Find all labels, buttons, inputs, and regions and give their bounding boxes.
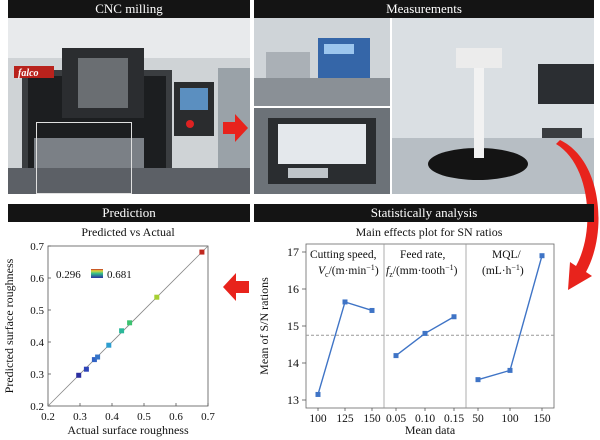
profilometer-photo bbox=[254, 18, 390, 106]
sn-x-tick-label: 150 bbox=[363, 413, 381, 425]
sn-y-tick-label: 15 bbox=[287, 319, 299, 333]
prediction-header: Prediction bbox=[8, 204, 250, 222]
machine-brand-label: falco bbox=[18, 68, 39, 79]
sn-point bbox=[539, 253, 545, 259]
scatter-x-axis-label: Actual surface roughness bbox=[67, 423, 189, 437]
y-tick-label: 0.2 bbox=[30, 401, 44, 413]
factor-cutting-speed-label: Cutting speed, bbox=[310, 249, 377, 261]
sn-x-axis-label: Mean data bbox=[405, 423, 456, 437]
colorbar bbox=[91, 269, 103, 278]
scatter-point bbox=[76, 372, 82, 378]
scatter-point bbox=[106, 342, 112, 348]
colorbar-min-label: 0.296 bbox=[56, 269, 81, 281]
sn-point bbox=[422, 330, 428, 336]
x-tick-label: 0.2 bbox=[41, 411, 55, 423]
scatter-point bbox=[127, 320, 133, 326]
sn-point bbox=[369, 307, 375, 313]
sn-y-tick-label: 16 bbox=[287, 282, 299, 296]
fit-line bbox=[47, 245, 209, 407]
factor-feed-rate-label: Feed rate, bbox=[400, 249, 445, 261]
sn-point bbox=[315, 391, 321, 397]
sn-x-tick-label: 0.05 bbox=[386, 413, 406, 425]
predicted-vs-actual-chart: Predicted vs Actual 0.2 0.3 0.4 0.5 0.6 0.7 0.… bbox=[2, 225, 215, 437]
statistical-analysis-header: Statistically analysis bbox=[254, 204, 594, 222]
sn-plot-area bbox=[305, 243, 555, 409]
sn-point bbox=[393, 353, 399, 359]
x-tick-label: 0.4 bbox=[105, 411, 119, 423]
cnc-spindle-inset-frame bbox=[36, 122, 132, 194]
cnc-machine-photo: falco bbox=[8, 18, 250, 194]
x-tick-label: 0.7 bbox=[201, 411, 215, 423]
sn-y-axis-label: Mean of S/N rations bbox=[257, 277, 271, 375]
sn-x-tick-label: 100 bbox=[309, 413, 327, 425]
y-tick-label: 0.5 bbox=[30, 305, 44, 317]
sn-point bbox=[507, 367, 513, 373]
factor-mql-unit: (mL·h−1) bbox=[482, 263, 524, 277]
y-tick-label: 0.7 bbox=[30, 241, 44, 253]
x-tick-label: 0.6 bbox=[169, 411, 183, 423]
sn-point bbox=[342, 299, 348, 305]
measurements-header: Measurements bbox=[254, 0, 594, 18]
sn-x-tick-label: 150 bbox=[533, 413, 551, 425]
sn-x-tick-label: 100 bbox=[501, 413, 519, 425]
sn-x-tick-label: 0.10 bbox=[415, 413, 435, 425]
scatter-point bbox=[119, 328, 125, 334]
scatter-y-axis-label: Predicted surface roughness bbox=[2, 258, 16, 393]
sn-x-tick-label: 125 bbox=[336, 413, 354, 425]
curved-arrow-icon bbox=[556, 140, 599, 290]
sn-x-tick-label: 50 bbox=[472, 413, 484, 425]
x-tick-label: 0.3 bbox=[73, 411, 87, 423]
scatter-title: Predicted vs Actual bbox=[81, 225, 175, 239]
sn-chart-title: Main effects plot for SN ratios bbox=[356, 225, 503, 239]
scatter-point bbox=[199, 249, 205, 255]
x-tick-label: 0.5 bbox=[137, 411, 151, 423]
scatter-point bbox=[154, 294, 160, 300]
arrow-right-icon bbox=[223, 114, 248, 142]
factor-cutting-speed-unit: Vc/(m·min−1) bbox=[318, 263, 379, 279]
scatter-point bbox=[91, 357, 97, 363]
sn-y-tick-label: 13 bbox=[287, 393, 299, 407]
scatter-point bbox=[83, 366, 89, 372]
sn-x-tick-label: 0.15 bbox=[444, 413, 464, 425]
factor-mql-label: MQL/ bbox=[492, 249, 522, 261]
sn-main-effects-chart: Main effects plot for SN ratios Cutting … bbox=[257, 225, 555, 437]
sn-y-tick-label: 14 bbox=[287, 356, 299, 370]
microscope-photo bbox=[392, 18, 594, 194]
arrow-left-icon bbox=[223, 273, 249, 301]
y-tick-label: 0.4 bbox=[30, 337, 44, 349]
sn-y-tick-label: 17 bbox=[287, 245, 299, 259]
y-tick-label: 0.6 bbox=[30, 273, 44, 285]
sn-point bbox=[475, 377, 481, 383]
y-tick-label: 0.3 bbox=[30, 369, 44, 381]
factor-feed-rate-unit: fz/(mm·tooth−1) bbox=[386, 263, 458, 279]
cnc-milling-header: CNC milling bbox=[8, 0, 250, 18]
scatter-point bbox=[95, 354, 101, 360]
colorbar-max-label: 0.681 bbox=[107, 269, 132, 281]
tester-screen-photo bbox=[254, 108, 390, 194]
sn-point bbox=[451, 314, 457, 320]
